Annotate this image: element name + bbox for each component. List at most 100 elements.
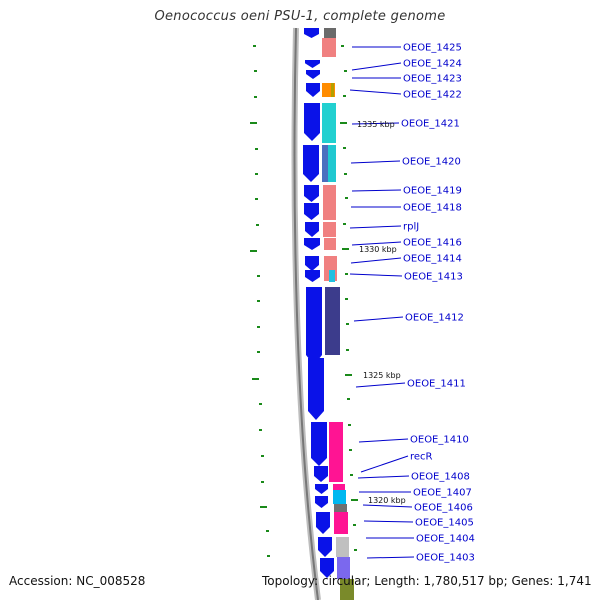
gene-arrow: [304, 203, 319, 220]
gc-tick: [250, 250, 257, 252]
gene-label[interactable]: OEOE_1403: [416, 553, 475, 564]
cog-block: [340, 579, 354, 600]
gene-label[interactable]: rplJ: [403, 222, 419, 233]
gene-arrow: [305, 256, 319, 271]
gene-label[interactable]: OEOE_1406: [414, 503, 473, 514]
cog-block: [329, 270, 335, 282]
cog-block: [333, 490, 346, 504]
gene-arrow: [304, 185, 319, 202]
label-leader-line: [349, 89, 402, 95]
gene-label[interactable]: OEOE_1425: [403, 43, 462, 54]
gc-tick: [260, 506, 267, 508]
label-leader-line: [366, 556, 415, 559]
gc-tick: [257, 300, 260, 302]
gene-arrow: [306, 287, 322, 365]
gene-label[interactable]: OEOE_1414: [403, 254, 462, 265]
cog-block: [322, 103, 336, 143]
gene-label[interactable]: OEOE_1411: [407, 379, 466, 390]
kbp-markers: 1335 kbp 1330 kbp 1325 kbp 1320 kbp: [357, 120, 406, 505]
gene-label[interactable]: OEOE_1413: [404, 272, 463, 283]
gene-label[interactable]: OEOE_1412: [405, 313, 464, 324]
gc-tick: [257, 275, 260, 277]
gc-tick: [353, 524, 356, 526]
cog-block: [333, 484, 345, 490]
gc-tick: [255, 148, 258, 150]
gc-tick: [261, 481, 264, 483]
gene-label[interactable]: OEOE_1404: [416, 534, 475, 545]
gc-tick: [256, 224, 259, 226]
gene-arrow: [303, 145, 319, 182]
gc-tick: [253, 45, 256, 47]
cog-block: [324, 238, 336, 250]
gene-labels: OEOE_1425 OEOE_1424 OEOE_1423 OEOE_1422 OEOE…: [401, 43, 475, 564]
gc-tick: [350, 474, 353, 476]
gene-label[interactable]: OEOE_1416: [403, 238, 462, 249]
gene-label[interactable]: OEOE_1424: [403, 59, 462, 70]
gene-arrow: [308, 358, 324, 420]
gene-arrow: [305, 60, 320, 68]
gc-tick: [354, 549, 357, 551]
gc-tick: [342, 248, 349, 250]
gc-tick: [257, 326, 260, 328]
gene-arrow: [320, 558, 334, 578]
gc-tick: [345, 273, 348, 275]
gene-label[interactable]: OEOE_1421: [401, 119, 460, 130]
gene-label[interactable]: OEOE_1423: [403, 74, 462, 85]
cog-block: [325, 287, 340, 355]
gc-tick: [345, 298, 348, 300]
gc-tick: [341, 45, 344, 47]
kbp-label: 1335 kbp: [357, 120, 395, 129]
gene-arrow: [306, 83, 320, 97]
gc-tick: [340, 122, 347, 124]
gene-arrow: [304, 238, 320, 250]
cog-block: [331, 83, 334, 97]
gc-tick: [344, 70, 347, 72]
gc-tick: [266, 530, 269, 532]
gene-label[interactable]: OEOE_1407: [413, 488, 472, 499]
label-leader-line: [363, 520, 414, 523]
gc-tick: [345, 197, 348, 199]
gene-label[interactable]: OEOE_1419: [403, 186, 462, 197]
gene-arrows: [303, 28, 334, 578]
label-leader-line: [357, 475, 410, 479]
cog-block: [337, 557, 350, 579]
gene-label[interactable]: OEOE_1420: [402, 157, 461, 168]
cog-block: [329, 422, 343, 482]
accession-text: Accession: NC_008528: [9, 574, 146, 588]
cog-block: [322, 38, 336, 57]
label-leader-line: [362, 504, 413, 508]
label-leaders: [349, 46, 415, 559]
gc-tick: [254, 70, 257, 72]
gc-tick: [250, 122, 257, 124]
gene-label[interactable]: OEOE_1408: [411, 472, 470, 483]
label-leader-line: [349, 225, 402, 229]
kbp-label: 1325 kbp: [363, 371, 401, 380]
gene-label[interactable]: OEOE_1418: [403, 203, 462, 214]
backbone: [291, 27, 321, 600]
gc-tick: [343, 95, 346, 97]
label-leader-line: [360, 455, 409, 473]
gene-label[interactable]: OEOE_1422: [403, 90, 462, 101]
map-title: Oenococcus oeni PSU-1, complete genome: [154, 9, 446, 24]
gene-label[interactable]: OEOE_1405: [415, 518, 474, 529]
gc-tick: [254, 96, 257, 98]
gene-arrow: [305, 270, 320, 282]
label-leader-line: [351, 62, 402, 71]
gc-ticks: [250, 45, 358, 557]
gene-arrow: [316, 512, 330, 534]
gc-tick: [346, 349, 349, 351]
label-leader-line: [351, 189, 402, 192]
cog-blocks: [322, 28, 354, 600]
gc-tick: [255, 198, 258, 200]
label-leader-line: [350, 257, 402, 264]
gc-tick: [343, 223, 346, 225]
gc-tick: [347, 398, 350, 400]
gene-arrow: [306, 70, 320, 79]
gene-label[interactable]: OEOE_1410: [410, 435, 469, 446]
label-leader-line: [351, 122, 400, 125]
gene-label[interactable]: recR: [410, 452, 433, 463]
gc-tick: [344, 173, 347, 175]
gene-arrow: [305, 222, 319, 237]
gc-tick: [351, 499, 358, 501]
cog-block: [324, 28, 336, 38]
